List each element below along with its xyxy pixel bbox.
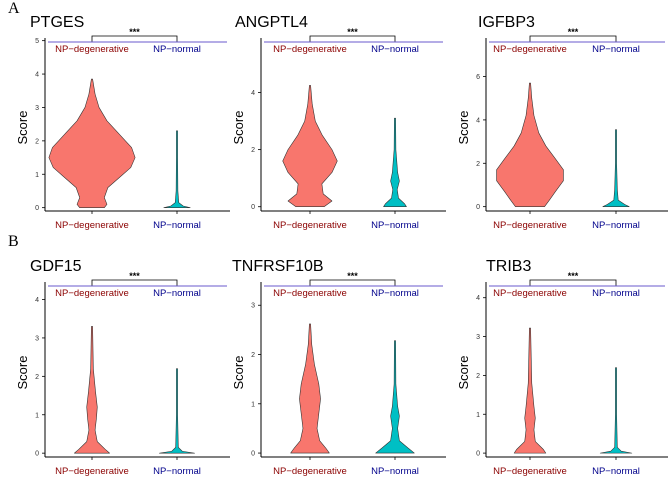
y-tick-label: 5: [35, 38, 39, 45]
significance-bracket: [309, 35, 396, 42]
violin-np-normal: [375, 340, 415, 454]
x-tick-label: NP−normal: [153, 466, 201, 477]
group-label-top: NP−degenerative: [273, 44, 347, 55]
y-tick-label: 2: [35, 138, 39, 145]
y-tick-label: 0: [476, 204, 480, 211]
y-axis-label: Score: [456, 111, 471, 145]
violin-np-normal: [383, 117, 407, 208]
violin-np-degenerative: [282, 85, 338, 208]
violin-panel-tnfrsf10b: 0123ScoreTNFRSF10B***NP−degenerativeNP−d…: [231, 258, 446, 477]
violin-np-normal: [602, 129, 630, 207]
y-tick-label: 2: [35, 374, 39, 381]
violin-np-degenerative: [290, 323, 330, 454]
y-tick-label: 2: [251, 352, 255, 359]
y-tick-label: 2: [476, 373, 480, 380]
significance-label: ***: [129, 271, 140, 281]
x-tick-label: NP−degenerative: [493, 466, 567, 477]
group-label-top: NP−normal: [371, 44, 419, 55]
y-tick-label: 1: [476, 412, 480, 419]
y-tick-label: 0: [35, 205, 39, 212]
y-tick-label: 3: [476, 334, 480, 341]
y-tick-label: 4: [476, 295, 480, 302]
y-tick-label: 0: [251, 451, 255, 458]
group-label-top: NP−normal: [592, 44, 640, 55]
y-tick-label: 0: [35, 451, 39, 458]
violin-np-degenerative: [48, 78, 136, 208]
x-tick-label: NP−normal: [153, 220, 201, 231]
y-tick-label: 3: [35, 105, 39, 112]
violin-panel-ptges: 012345ScorePTGES***NP−degenerativeNP−deg…: [15, 14, 230, 231]
chart-title: PTGES: [30, 14, 84, 31]
x-tick-label: NP−normal: [371, 466, 419, 477]
significance-bracket: [529, 35, 617, 42]
chart-title: TRIB3: [486, 258, 531, 275]
violin-np-normal: [163, 130, 191, 208]
significance-label: ***: [347, 271, 358, 281]
chart-title: ANGPTL4: [235, 14, 308, 31]
y-axis-label: Score: [15, 356, 30, 390]
x-tick-label: NP−normal: [592, 466, 640, 477]
y-axis-label: Score: [231, 356, 246, 390]
violin-np-degenerative: [74, 326, 110, 454]
group-label-top: NP−degenerative: [493, 288, 567, 299]
violin-panel-trib3: 01234ScoreTRIB3***NP−degenerativeNP−dege…: [456, 258, 668, 477]
significance-label: ***: [568, 271, 579, 281]
significance-label: ***: [568, 27, 579, 37]
significance-label: ***: [347, 27, 358, 37]
chart-title: TNFRSF10B: [232, 258, 324, 275]
y-axis-label: Score: [231, 111, 246, 145]
group-label-top: NP−normal: [153, 44, 201, 55]
y-tick-label: 6: [476, 74, 480, 81]
y-tick-label: 0: [476, 451, 480, 458]
y-tick-label: 4: [476, 117, 480, 124]
chart-title: GDF15: [30, 258, 82, 275]
significance-label: ***: [129, 27, 140, 37]
violin-panel-gdf15: 01234ScoreGDF15***NP−degenerativeNP−dege…: [15, 258, 230, 477]
panel-label-b: B: [8, 233, 19, 250]
panel-label-a: A: [8, 0, 20, 17]
significance-bracket: [91, 279, 178, 286]
y-axis-label: Score: [456, 356, 471, 390]
y-tick-label: 1: [251, 401, 255, 408]
significance-bracket: [309, 279, 396, 286]
significance-bracket: [91, 35, 178, 42]
x-tick-label: NP−degenerative: [55, 466, 129, 477]
violin-panel-angptl4: 024ScoreANGPTL4***NP−degenerativeNP−dege…: [231, 14, 446, 231]
violin-np-normal: [159, 368, 195, 454]
group-label-top: NP−degenerative: [493, 44, 567, 55]
group-label-top: NP−normal: [592, 288, 640, 299]
y-tick-label: 2: [476, 161, 480, 168]
y-tick-label: 3: [251, 303, 255, 310]
violin-np-degenerative: [496, 82, 564, 207]
violin-np-normal: [599, 367, 633, 454]
x-tick-label: NP−degenerative: [493, 220, 567, 231]
group-label-top: NP−degenerative: [273, 288, 347, 299]
y-tick-label: 2: [251, 147, 255, 154]
group-label-top: NP−degenerative: [55, 44, 129, 55]
x-tick-label: NP−normal: [371, 220, 419, 231]
violin-np-degenerative: [513, 327, 547, 454]
group-label-top: NP−degenerative: [55, 288, 129, 299]
violin-panel-igfbp3: 0246ScoreIGFBP3***NP−degenerativeNP−dege…: [456, 14, 668, 231]
chart-title: IGFBP3: [478, 14, 535, 31]
y-tick-label: 4: [35, 72, 39, 79]
y-tick-label: 4: [251, 90, 255, 97]
significance-bracket: [529, 279, 617, 286]
y-tick-label: 1: [35, 412, 39, 419]
x-tick-label: NP−normal: [592, 220, 640, 231]
x-tick-label: NP−degenerative: [273, 466, 347, 477]
group-label-top: NP−normal: [153, 288, 201, 299]
x-tick-label: NP−degenerative: [273, 220, 347, 231]
y-tick-label: 0: [251, 204, 255, 211]
group-label-top: NP−normal: [371, 288, 419, 299]
x-tick-label: NP−degenerative: [55, 220, 129, 231]
y-axis-label: Score: [15, 111, 30, 145]
y-tick-label: 4: [35, 297, 39, 304]
y-tick-label: 3: [35, 335, 39, 342]
y-tick-label: 1: [35, 172, 39, 179]
